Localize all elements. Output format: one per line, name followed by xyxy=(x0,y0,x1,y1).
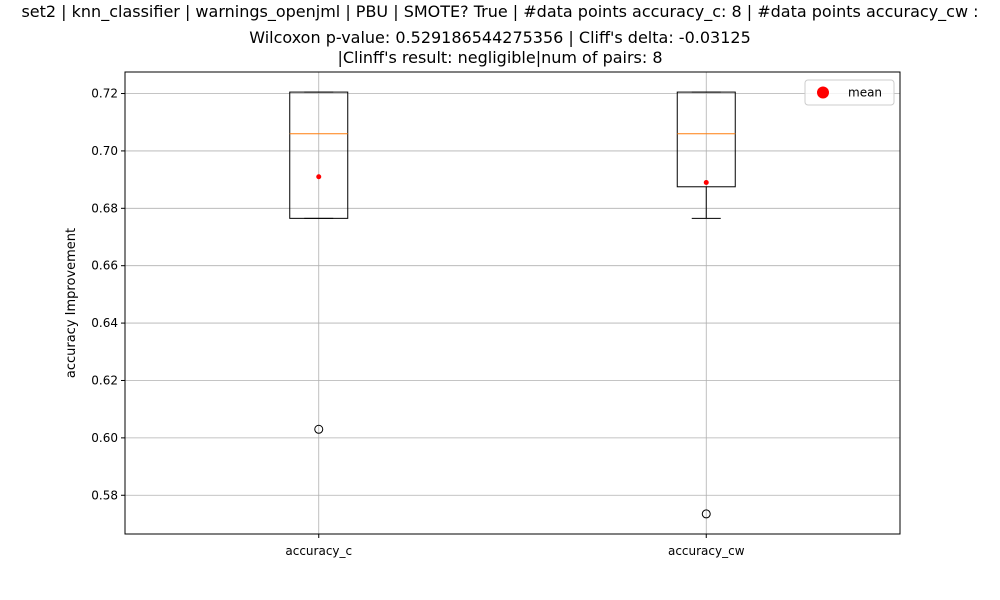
legend-box xyxy=(804,79,895,106)
iqr-box xyxy=(289,91,349,219)
x-tick-label: accuracy_cw xyxy=(668,544,745,558)
y-tick-label: 0.66 xyxy=(91,259,118,273)
y-tick-label: 0.72 xyxy=(91,87,118,101)
y-tick-label: 0.70 xyxy=(91,144,118,158)
outlier-point xyxy=(314,424,324,434)
y-axis-label: accuracy Improvement xyxy=(64,228,79,378)
y-tick-label: 0.62 xyxy=(91,373,118,387)
plot-frame xyxy=(124,71,901,535)
outlier-point xyxy=(701,509,711,519)
y-axis-ticks: 0.58 0.60 0.62 0.64 0.66 0.68 0.70 0.72 xyxy=(91,87,125,502)
x-axis-ticks: accuracy_c accuracy_cw xyxy=(285,534,745,558)
box-series xyxy=(289,91,736,519)
legend: mean xyxy=(804,79,895,106)
y-tick-label: 0.64 xyxy=(91,316,118,330)
grid-lines xyxy=(125,72,900,534)
y-tick-label: 0.58 xyxy=(91,488,118,502)
iqr-box xyxy=(676,91,736,188)
chart-title-line-2: Wilcoxon p-value: 0.529186544275356 | Cl… xyxy=(249,28,751,47)
mean-marker xyxy=(703,179,709,185)
y-tick-label: 0.68 xyxy=(91,201,118,215)
legend-mean-marker xyxy=(817,86,829,99)
chart-title-line-3: |Clinff's result: negligible|num of pair… xyxy=(337,48,663,67)
box-accuracy_c xyxy=(289,91,349,434)
mean-marker xyxy=(316,174,322,180)
box-accuracy_cw xyxy=(676,91,736,519)
legend-label-mean: mean xyxy=(848,86,882,100)
chart-title-line-1: set2 | knn_classifier | warnings_openjml… xyxy=(21,2,979,21)
y-tick-label: 0.60 xyxy=(91,431,118,445)
x-tick-label: accuracy_c xyxy=(285,544,352,558)
